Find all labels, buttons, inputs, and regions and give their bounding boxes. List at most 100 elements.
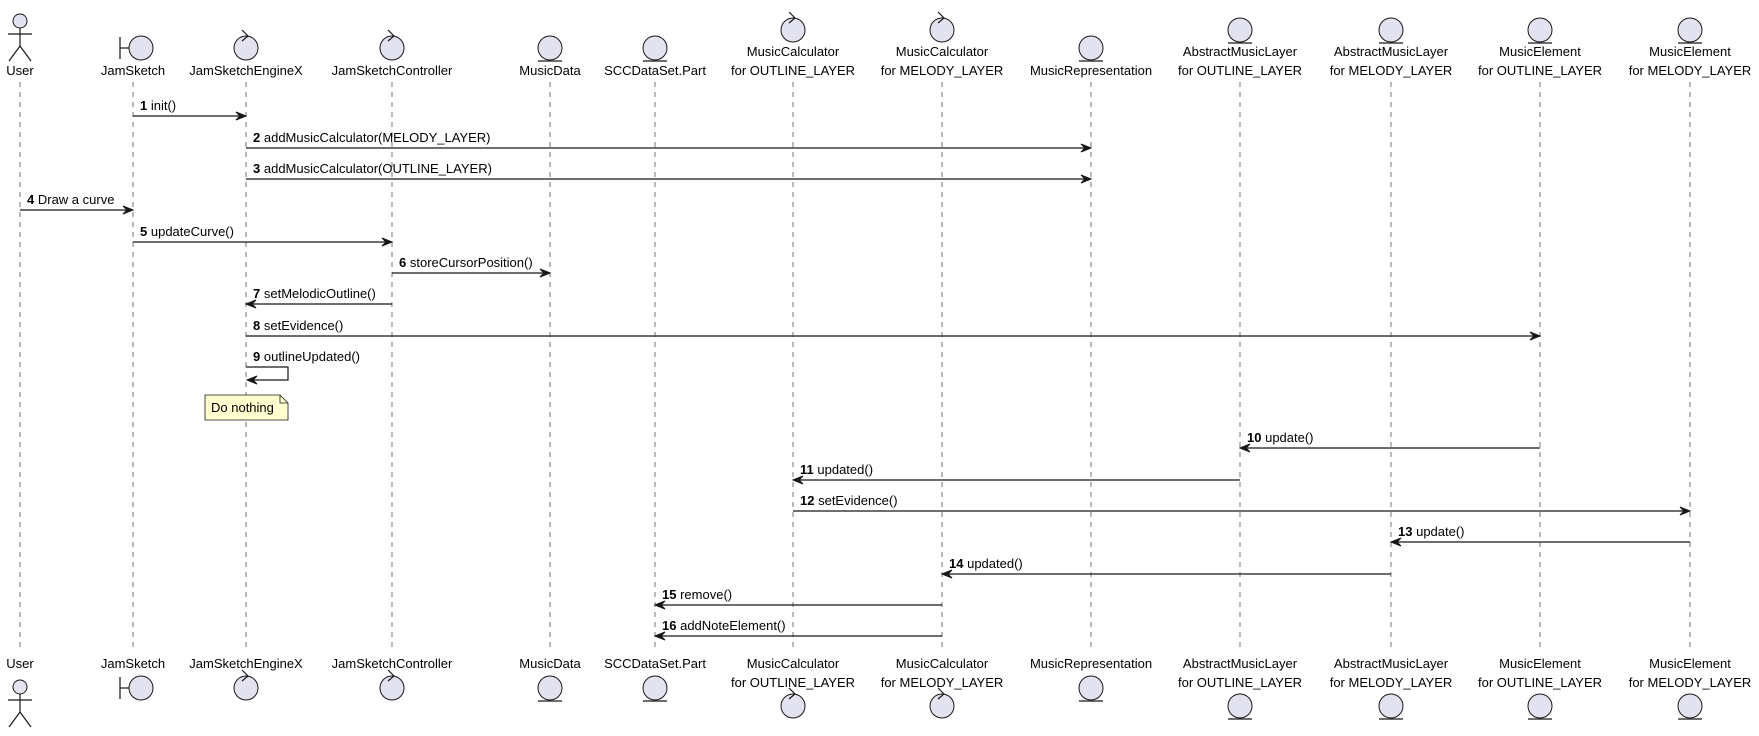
musicrep-entity-icon-top [1078,35,1104,62]
layer_outline-entity-icon-bottom [1227,693,1253,720]
message-3: 3 addMusicCalculator(OUTLINE_LAYER) [246,161,1093,184]
note-do-nothing: Do nothing [204,394,289,421]
elem_melody-entity-icon-bottom [1677,693,1703,720]
participant-label-controller: JamSketchController [332,63,453,78]
message-label-14: 14 updated() [949,556,1023,571]
arrowhead-15 [653,600,666,610]
jamsketch-boundary-icon-bottom [119,675,154,701]
participant-label-bottom-musicdata: MusicData [519,656,581,671]
message-label-15: 15 remove() [662,587,732,602]
layer_outline-entity-icon-top [1227,17,1253,44]
message-label-2: 2 addMusicCalculator(MELODY_LAYER) [253,130,490,145]
message-16: 16 addNoteElement() [653,618,942,641]
message-4: 4 Draw a curve [20,192,135,215]
arrowhead-16 [653,631,666,641]
messages: 1 init() 2 addMusicCalculator(MELODY_LAYE… [20,98,1692,641]
participant-label-layer_melody-line2: for MELODY_LAYER [1330,63,1453,78]
message-label-8: 8 setEvidence() [253,318,343,333]
participant-label-elem_outline-line2: for OUTLINE_LAYER [1478,63,1602,78]
musicdata-entity-icon-top [537,35,563,62]
controller-control-icon-top [379,29,405,61]
message-8: 8 setEvidence() [246,318,1542,341]
arrowhead-12 [1679,506,1692,516]
message-label-16: 16 addNoteElement() [662,618,786,633]
participant-label-bottom-elem_outline-line2: for OUTLINE_LAYER [1478,675,1602,690]
engine-control-icon-top [233,29,259,61]
participant-label-bottom-elem_outline-line1: MusicElement [1499,656,1581,671]
message-label-11: 11 updated() [800,462,873,477]
musicrep-entity-icon-bottom [1078,675,1104,702]
arrowhead-10 [1238,443,1251,453]
engine-control-icon-bottom [233,669,259,701]
user-actor-icon-top [8,13,32,62]
participant-label-bottom-layer_outline-line1: AbstractMusicLayer [1183,656,1298,671]
message-6: 6 storeCursorPosition() [392,255,552,278]
participant-label-elem_melody-line1: MusicElement [1649,44,1731,59]
message-label-13: 13 update() [1398,524,1465,539]
arrowhead-6 [539,268,552,278]
message-12: 12 setEvidence() [793,493,1692,516]
participant-label-musicdata: MusicData [519,63,581,78]
message-label-10: 10 update() [1247,430,1314,445]
calc_melody-control-icon-bottom [929,687,955,719]
message-15: 15 remove() [653,587,942,610]
message-label-12: 12 setEvidence() [800,493,898,508]
participant-label-sccpart: SCCDataSet.Part [604,63,706,78]
participant-label-bottom-elem_melody-line2: for MELODY_LAYER [1629,675,1752,690]
notes: Do nothing [204,394,289,421]
calc_melody-control-icon-top [929,11,955,43]
participant-label-bottom-layer_outline-line2: for OUTLINE_LAYER [1178,675,1302,690]
participant-label-bottom-engine: JamSketchEngineX [189,656,303,671]
message-9: 9 outlineUpdated() [245,349,360,385]
participant-label-jamsketch: JamSketch [101,63,165,78]
message-arrow-9 [246,366,289,381]
musicdata-entity-icon-bottom [537,675,563,702]
lifelines [19,82,1691,652]
message-label-6: 6 storeCursorPosition() [399,255,533,270]
participant-label-engine: JamSketchEngineX [189,63,303,78]
participant-label-bottom-layer_melody-line1: AbstractMusicLayer [1334,656,1449,671]
participant-label-user: User [6,63,34,78]
participant-label-calc_outline-line2: for OUTLINE_LAYER [731,63,855,78]
arrowhead-8 [1529,331,1542,341]
participant-label-calc_melody-line1: MusicCalculator [896,44,989,59]
participant-label-elem_outline-line1: MusicElement [1499,44,1581,59]
participant-label-bottom-calc_melody-line1: MusicCalculator [896,656,989,671]
sccpart-entity-icon-top [642,35,668,62]
elem_melody-entity-icon-top [1677,17,1703,44]
user-actor-icon-bottom [8,679,32,728]
participant-label-calc_outline-line1: MusicCalculator [747,44,840,59]
layer_melody-entity-icon-bottom [1378,693,1404,720]
note-text: Do nothing [211,400,274,415]
participant-label-layer_outline-line1: AbstractMusicLayer [1183,44,1298,59]
arrowhead-2 [1080,143,1093,153]
arrowhead-7 [244,299,257,309]
layer_melody-entity-icon-top [1378,17,1404,44]
arrowhead-1 [235,111,248,121]
arrowhead-5 [381,237,394,247]
message-11: 11 updated() [791,462,1240,485]
calc_outline-control-icon-bottom [780,687,806,719]
message-13: 13 update() [1389,524,1690,547]
arrowhead-14 [940,569,953,579]
participant-label-elem_melody-line2: for MELODY_LAYER [1629,63,1752,78]
participant-heads-bottom: User JamSketch JamSketchEngineX JamSketchCo… [6,656,1752,728]
arrowhead-9 [245,375,258,385]
participant-label-bottom-controller: JamSketchController [332,656,453,671]
participant-label-bottom-user: User [6,656,34,671]
elem_outline-entity-icon-top [1527,17,1553,44]
message-label-4: 4 Draw a curve [27,192,114,207]
participant-label-bottom-jamsketch: JamSketch [101,656,165,671]
message-5: 5 updateCurve() [133,224,394,247]
message-label-9: 9 outlineUpdated() [253,349,360,364]
arrowhead-13 [1389,537,1402,547]
message-label-5: 5 updateCurve() [140,224,234,239]
controller-control-icon-bottom [379,669,405,701]
message-2: 2 addMusicCalculator(MELODY_LAYER) [246,130,1093,153]
message-label-1: 1 init() [140,98,176,113]
jamsketch-boundary-icon-top [119,35,154,61]
participant-label-bottom-elem_melody-line1: MusicElement [1649,656,1731,671]
participant-label-layer_melody-line1: AbstractMusicLayer [1334,44,1449,59]
participant-label-layer_outline-line2: for OUTLINE_LAYER [1178,63,1302,78]
